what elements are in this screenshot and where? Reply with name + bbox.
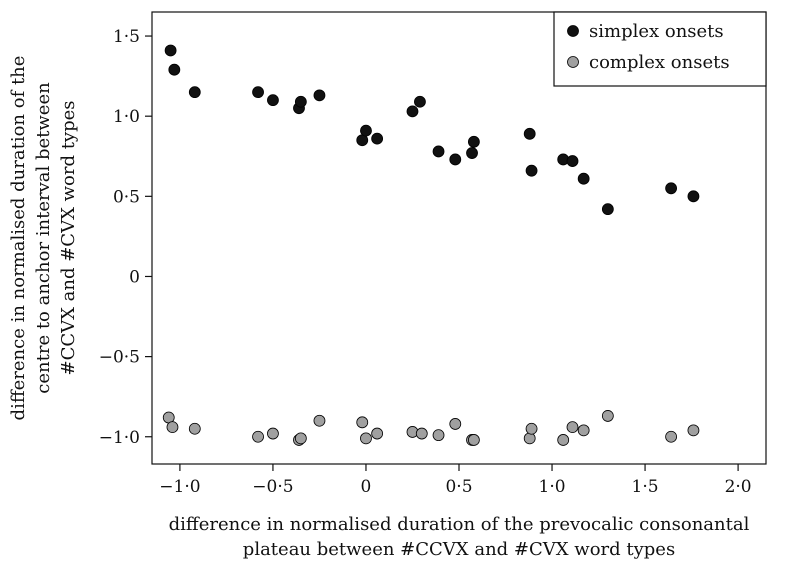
legend: simplex onsets complex onsets	[554, 12, 766, 86]
complex-onset-point	[295, 433, 306, 444]
y-axis-ticks: −1·0 −0·5 0 0·5 1·0 1·5	[99, 27, 152, 448]
x-tick-label: 2·0	[725, 477, 752, 497]
simplex-onset-point	[666, 183, 677, 194]
y-tick-label: 0·5	[113, 187, 140, 207]
complex-onset-point	[524, 433, 535, 444]
complex-onset-point	[468, 434, 479, 445]
complex-onset-point	[688, 425, 699, 436]
x-tick-label: 1·5	[632, 477, 659, 497]
legend-marker-simplex	[568, 26, 579, 37]
simplex-onset-point	[165, 45, 176, 56]
complex-onset-point	[602, 410, 613, 421]
x-axis-label-line-1: difference in normalised duration of the…	[169, 514, 750, 535]
y-tick-label: 1·0	[113, 107, 140, 127]
x-tick-label: 0·5	[445, 477, 472, 497]
simplex-onset-point	[372, 133, 383, 144]
simplex-onset-point	[526, 165, 537, 176]
complex-onset-point	[416, 428, 427, 439]
complex-onset-point	[450, 418, 461, 429]
simplex-onset-point	[578, 173, 589, 184]
complex-onset-point	[558, 434, 569, 445]
x-axis-ticks: −1·0 −0·5 0 0·5 1·0 1·5 2·0	[159, 464, 751, 497]
simplex-onset-point	[467, 148, 478, 159]
y-tick-label: −0·5	[99, 348, 140, 368]
simplex-onset-point	[295, 96, 306, 107]
simplex-onset-point	[567, 156, 578, 167]
complex-onset-point	[360, 433, 371, 444]
simplex-onset-point	[688, 191, 699, 202]
x-axis-label-line-2: plateau between #CCVX and #CVX word type…	[243, 539, 675, 560]
simplex-onset-point	[314, 90, 325, 101]
legend-label-simplex: simplex onsets	[589, 21, 724, 42]
y-axis-label-line-3: #CCVX and #CVX word types	[58, 100, 79, 375]
complex-onset-point	[526, 423, 537, 434]
data-points	[163, 45, 699, 445]
y-axis-label-line-1: difference in normalised duration of the	[8, 56, 29, 421]
complex-onset-point	[433, 430, 444, 441]
simplex-onset-point	[169, 64, 180, 75]
x-axis-label: difference in normalised duration of the…	[169, 514, 750, 560]
y-tick-label: −1·0	[99, 428, 140, 448]
simplex-onset-point	[407, 106, 418, 117]
complex-onset-point	[167, 422, 178, 433]
complex-onset-point	[578, 425, 589, 436]
complex-onset-point	[666, 431, 677, 442]
x-tick-label: −1·0	[159, 477, 200, 497]
x-tick-label: 0	[361, 477, 372, 497]
simplex-onset-point	[468, 136, 479, 147]
legend-label-complex: complex onsets	[589, 52, 730, 73]
y-axis-label-line-2: centre to anchor interval between	[33, 82, 54, 394]
simplex-onset-point	[524, 128, 535, 139]
simplex-onset-point	[433, 146, 444, 157]
complex-onset-point	[567, 422, 578, 433]
x-tick-label: −0·5	[252, 477, 293, 497]
y-tick-label: 1·5	[113, 27, 140, 47]
simplex-onset-point	[360, 125, 371, 136]
legend-marker-complex	[568, 57, 579, 68]
simplex-onset-point	[267, 95, 278, 106]
simplex-onset-point	[253, 87, 264, 98]
complex-onset-point	[314, 415, 325, 426]
simplex-onset-point	[189, 87, 200, 98]
simplex-onset-point	[414, 96, 425, 107]
complex-onset-point	[189, 423, 200, 434]
simplex-onset-point	[602, 204, 613, 215]
simplex-onset-point	[450, 154, 461, 165]
x-tick-label: 1·0	[539, 477, 566, 497]
complex-onset-point	[267, 428, 278, 439]
y-tick-label: 0	[129, 267, 140, 287]
complex-onset-point	[357, 417, 368, 428]
y-axis-label: difference in normalised duration of the…	[8, 56, 79, 421]
complex-onset-point	[372, 428, 383, 439]
complex-onset-point	[253, 431, 264, 442]
